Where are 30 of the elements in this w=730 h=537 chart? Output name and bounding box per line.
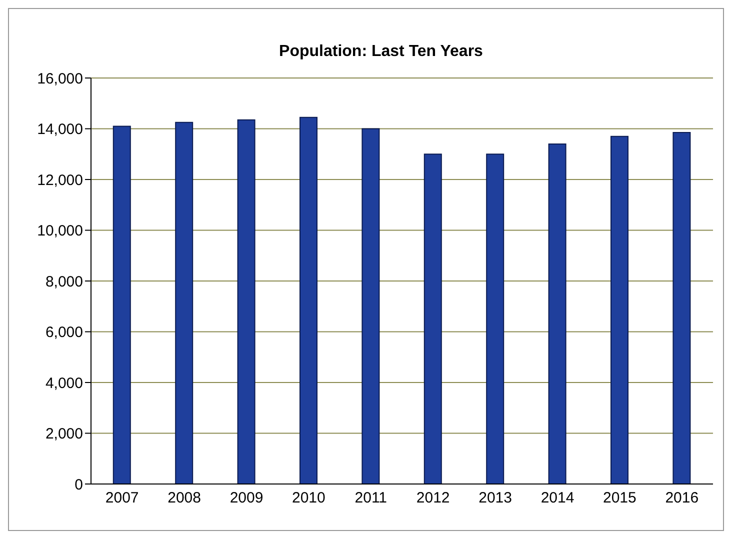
y-tick-label: 14,000 (37, 121, 83, 138)
x-tick-label: 2016 (665, 490, 699, 507)
bar (175, 122, 194, 484)
y-tick-label: 16,000 (37, 70, 83, 88)
x-tick-label: 2015 (603, 490, 636, 507)
x-tick-label: 2011 (354, 490, 388, 507)
y-tick-label: 0 (74, 476, 83, 494)
x-tick-label: 2013 (478, 490, 512, 507)
bar (548, 143, 566, 484)
bar (610, 136, 628, 484)
x-tick-label: 2010 (292, 490, 326, 507)
y-tick-label: 10,000 (37, 222, 83, 240)
x-tick-label: 2009 (230, 490, 264, 507)
bar (362, 128, 380, 484)
chart-title: Population: Last Ten Years (278, 43, 484, 61)
bar (486, 154, 504, 484)
x-tick-label: 2014 (540, 490, 574, 507)
y-tick-label: 2,000 (45, 426, 83, 443)
bar (672, 132, 691, 484)
y-tick-label: 6,000 (45, 324, 83, 342)
bar (237, 119, 256, 484)
y-tick-label: 4,000 (45, 374, 83, 392)
x-tick-label: 2008 (168, 490, 201, 507)
bar (424, 154, 442, 484)
x-tick-label: 2012 (416, 490, 450, 507)
y-tick-label: 12,000 (37, 172, 83, 189)
y-tick-label: 8,000 (45, 273, 83, 290)
bar (299, 116, 318, 484)
x-tick-label: 2007 (105, 490, 139, 507)
bar (112, 126, 131, 484)
